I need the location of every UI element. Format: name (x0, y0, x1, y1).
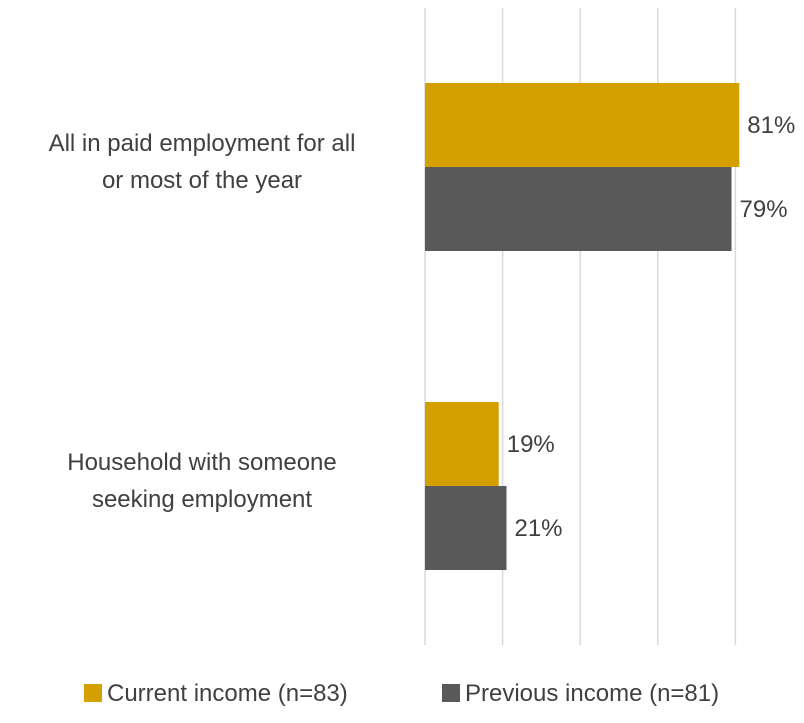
bar-previous-1 (425, 486, 507, 570)
legend: Current income (n=83) Previous income (n=… (84, 680, 719, 707)
bar-current-1 (425, 402, 499, 486)
bars (425, 83, 740, 570)
legend-label: Previous income (n=81) (465, 680, 719, 707)
category-label: All in paid employment for all (49, 130, 356, 157)
data-label: 19% (507, 431, 555, 458)
bar-current-0 (425, 83, 740, 167)
legend-label: Current income (n=83) (107, 680, 348, 707)
category-label: Household with someone (67, 449, 337, 476)
category-label: or most of the year (102, 167, 302, 194)
bar-previous-0 (425, 167, 732, 251)
category-label: seeking employment (92, 486, 312, 513)
data-label: 21% (514, 515, 562, 542)
data-label: 79% (740, 196, 788, 223)
legend-swatch (442, 684, 460, 702)
data-labels: 81% 79% 19% 21% (507, 112, 796, 542)
data-label: 81% (747, 112, 795, 139)
category-labels: All in paid employment for all or most of… (49, 130, 356, 513)
legend-swatch (84, 684, 102, 702)
